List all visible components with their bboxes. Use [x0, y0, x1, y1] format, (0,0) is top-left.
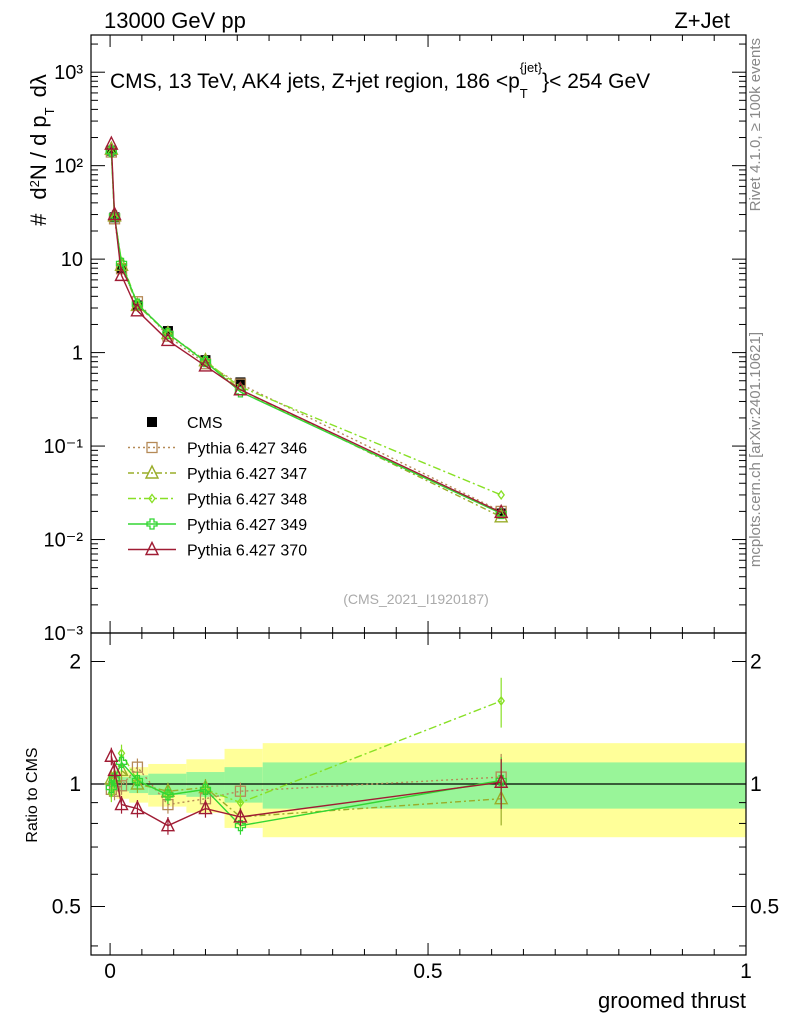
legend-marker [146, 518, 158, 530]
series-4-ratio-point [131, 774, 144, 787]
rivet-label: Rivet 4.1.0, ≥ 100k events [747, 38, 764, 211]
y-tick-label-upper: 10³ [54, 62, 83, 84]
y-tick-label-lower: 2 [69, 651, 81, 674]
series-1-ratio-line [111, 766, 502, 806]
y-axis-label-upper: #d2N / d pTdλ [26, 74, 57, 226]
legend-label: Pythia 6.427 349 [187, 517, 307, 534]
series-5-point [160, 331, 176, 347]
series-upper [104, 135, 509, 523]
series-5-ratio-point [233, 808, 248, 823]
series-5-ratio-point [104, 747, 119, 762]
lower-frame [90, 632, 747, 956]
series-5-ratio-point [198, 800, 213, 815]
series-5-point [233, 381, 248, 396]
chart-title: CMS, 13 TeV, AK4 jets, Z+jet region, 186… [110, 60, 650, 101]
y-tick-label-upper: 1 [72, 343, 83, 365]
y-tick-label-lower: 0.5 [52, 895, 81, 918]
y-tick-label-upper: 10⁻² [44, 530, 84, 552]
y-tick-label-lower-right: 1 [750, 773, 762, 796]
legend-entry: Pythia 6.427 346 [128, 441, 307, 458]
legend-entry: Pythia 6.427 347 [128, 464, 307, 483]
header-left: 13000 GeV pp [104, 8, 246, 33]
upper-panel: 10⁻³ 10⁻² 10⁻¹ 1 10 10² 10³ [44, 34, 747, 955]
legend-entry: Pythia 6.427 370 [128, 540, 307, 560]
band-green [262, 762, 746, 809]
y-tick-label-upper: 10⁻³ [44, 623, 84, 645]
series-5-line [110, 144, 502, 514]
lower-panel: 0 0.5 1 0.5 0.5 1 1 2 2 [52, 632, 779, 983]
y-tick-label-upper: 10² [54, 156, 83, 178]
legend-label: Pythia 6.427 347 [187, 466, 307, 483]
chart-title-sup: {jet} [520, 60, 543, 75]
series-5-lower [104, 747, 509, 835]
series-5-point [130, 302, 145, 317]
mcplots-label: mcplots.cern.ch [arXiv:2401.10621] [747, 332, 764, 567]
series-3-ratio-point [236, 797, 245, 808]
series-4-point [108, 210, 121, 222]
x-tick-label: 0.5 [413, 960, 442, 983]
series-5-point [494, 503, 509, 519]
chart-title-pre: CMS, 13 TeV, AK4 jets, Z+jet region, 186… [110, 70, 520, 93]
legend-marker [147, 417, 157, 427]
series-5-upper [104, 135, 509, 519]
series-4-ratio-point [162, 789, 174, 801]
legend: CMS Pythia 6.427 346 Pythia 6.427 347 Pythi… [128, 415, 307, 560]
legend-label: CMS [187, 415, 223, 432]
header-right: Z+Jet [674, 8, 730, 33]
series-4-point [495, 507, 507, 520]
series-4-point [115, 257, 128, 270]
series-4-upper [105, 145, 507, 520]
legend-label: Pythia 6.427 348 [187, 492, 307, 509]
series-lower [104, 677, 509, 835]
series-3-point [497, 489, 505, 501]
x-tick-label: 0 [104, 960, 116, 983]
x-tick-label: 1 [740, 960, 752, 983]
series-5-ratio-point [114, 796, 129, 811]
legend-label: Pythia 6.427 346 [187, 441, 307, 458]
series-5-ratio-point [494, 773, 509, 788]
legend-marker [144, 540, 160, 556]
y-tick-label-upper: 10⁻¹ [44, 436, 84, 458]
legend-marker [148, 493, 156, 504]
band-green [224, 767, 263, 803]
y-tick-label-lower-right: 0.5 [750, 895, 779, 918]
series-0-point [496, 508, 507, 519]
svg-text:#d2N / d pTdλ: #d2N / d pTdλ [26, 74, 57, 226]
legend-entry: Pythia 6.427 348 [128, 492, 307, 509]
y-axis-label-lower: Ratio to CMS [24, 747, 41, 842]
analysis-id: (CMS_2021_I1920187) [343, 591, 489, 607]
chart-title-sub: T [520, 86, 528, 101]
series-5-point [104, 135, 119, 150]
y-tick-label-lower-right: 2 [750, 651, 762, 674]
series-3-point [133, 299, 142, 310]
series-4-ratio-point [199, 783, 212, 796]
y-tick-label-lower: 1 [69, 773, 81, 796]
legend-label: Pythia 6.427 370 [187, 543, 307, 560]
series-5-point [198, 357, 213, 372]
series-5-point [114, 266, 129, 282]
legend-entry: Pythia 6.427 349 [128, 517, 307, 534]
legend-entry: CMS [147, 415, 223, 432]
series-4-ratio-point [105, 781, 117, 794]
x-axis-label: groomed thrust [598, 988, 746, 1013]
series-5-ratio-point [107, 761, 122, 777]
chart-title-post: }< 254 GeV [542, 70, 650, 93]
series-3-ratio-point [497, 695, 505, 707]
series-4-ratio-point [234, 820, 247, 832]
y-tick-label-upper: 10 [61, 249, 83, 271]
series-4-point [234, 386, 247, 398]
series-5-ratio-point [130, 800, 145, 815]
series-5-ratio-point [160, 817, 176, 832]
series-5-point [107, 205, 122, 221]
legend-marker [146, 441, 158, 454]
legend-marker [144, 464, 160, 479]
